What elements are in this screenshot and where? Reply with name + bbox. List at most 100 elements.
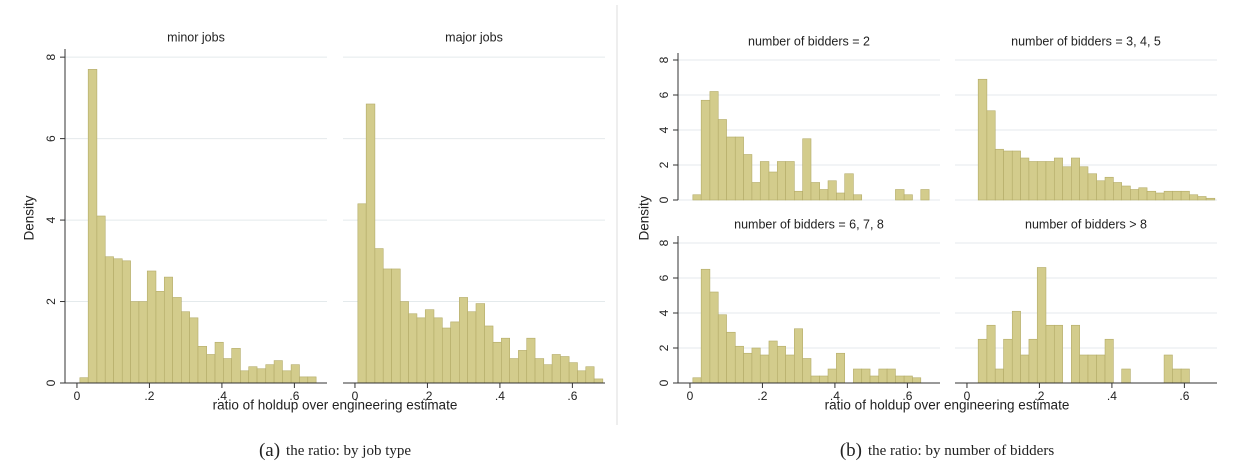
bar — [121, 260, 131, 384]
bar — [1053, 324, 1063, 384]
bar — [743, 352, 753, 384]
bar — [543, 364, 553, 384]
bar — [282, 370, 292, 384]
bar — [155, 291, 165, 384]
bar — [475, 303, 485, 384]
bar — [1011, 150, 1021, 201]
bar — [96, 215, 106, 384]
y-tick-label: 0 — [657, 379, 671, 386]
caption: (b) the ratio: by number of bidders — [840, 440, 1055, 461]
y-axis-label: Density — [22, 195, 37, 240]
bar — [1163, 354, 1173, 384]
bar — [903, 375, 913, 384]
bar — [1096, 180, 1106, 201]
x-axis-label: ratio of holdup over engineering estimat… — [825, 398, 1070, 413]
bar — [994, 148, 1004, 201]
x-tick-label: .4 — [495, 389, 505, 403]
bar — [568, 362, 578, 384]
bar — [1079, 354, 1089, 384]
caption-tag: (b) — [840, 440, 862, 461]
bar — [214, 341, 224, 384]
bar — [717, 314, 727, 384]
bar — [734, 345, 744, 384]
caption-text: the ratio: by number of bidders — [868, 443, 1054, 459]
bar — [560, 356, 570, 384]
bar — [1138, 187, 1148, 201]
x-tick-label: .4 — [830, 389, 840, 403]
x-tick-label: .2 — [422, 389, 432, 403]
bar — [399, 301, 409, 384]
bar — [810, 182, 820, 201]
bar — [1045, 161, 1055, 201]
y-axis-label: Density — [637, 195, 652, 240]
bar — [1071, 324, 1080, 384]
y-tick-label: 6 — [44, 135, 58, 142]
bar — [869, 375, 880, 384]
bar — [827, 368, 837, 384]
bar — [1163, 190, 1173, 201]
bar — [87, 69, 98, 384]
bar — [484, 325, 494, 384]
bar — [886, 368, 896, 384]
y-tick-label: 4 — [44, 216, 58, 223]
y-tick-label: 8 — [44, 53, 58, 60]
y-tick-label: 6 — [657, 91, 671, 98]
bar — [290, 364, 300, 384]
x-tick-label: .2 — [144, 389, 154, 403]
bar — [700, 268, 711, 384]
bar — [240, 370, 250, 384]
bar — [1036, 267, 1047, 384]
bar — [743, 154, 753, 201]
bar — [895, 375, 905, 384]
bar — [1113, 182, 1122, 201]
bar — [1180, 368, 1190, 384]
bar — [1011, 310, 1021, 384]
bar — [819, 375, 829, 384]
bar — [726, 136, 736, 201]
bar — [734, 136, 744, 201]
bar — [113, 258, 123, 384]
bar — [1205, 197, 1216, 201]
bar — [776, 161, 786, 201]
bar — [551, 354, 561, 384]
facet-title: number of bidders = 3, 4, 5 — [1011, 34, 1161, 48]
bar — [836, 192, 845, 201]
bar — [577, 370, 587, 384]
x-tick-label: 0 — [687, 389, 694, 403]
bar — [408, 313, 418, 384]
bar — [172, 297, 182, 384]
bar — [1003, 150, 1013, 201]
bar — [794, 328, 803, 384]
bar — [299, 376, 309, 384]
bar — [1104, 176, 1114, 201]
y-tick-label: 2 — [44, 298, 58, 305]
bar — [1028, 338, 1038, 384]
caption: (a) the ratio: by job type — [259, 440, 411, 461]
bar — [903, 194, 913, 201]
bar — [416, 317, 426, 384]
y-tick-label: 8 — [657, 239, 671, 246]
bar — [819, 189, 829, 201]
bar — [1087, 173, 1097, 201]
facet-title: major jobs — [445, 30, 503, 44]
y-tick-label: 0 — [44, 379, 58, 386]
bar — [441, 327, 451, 384]
bar — [181, 311, 190, 384]
bar — [206, 354, 216, 384]
bar — [307, 376, 317, 384]
bar — [1079, 166, 1089, 201]
bar — [709, 291, 719, 384]
bar — [1053, 157, 1063, 201]
bar — [1130, 189, 1140, 201]
bar — [853, 194, 863, 201]
bar — [585, 366, 595, 384]
bar — [501, 337, 510, 384]
bar — [692, 377, 702, 384]
bar — [1180, 190, 1190, 201]
facet-title: number of bidders = 6, 7, 8 — [734, 217, 884, 231]
bar — [692, 194, 702, 201]
bar — [1189, 194, 1199, 201]
bar — [759, 354, 770, 384]
bar — [920, 189, 930, 201]
